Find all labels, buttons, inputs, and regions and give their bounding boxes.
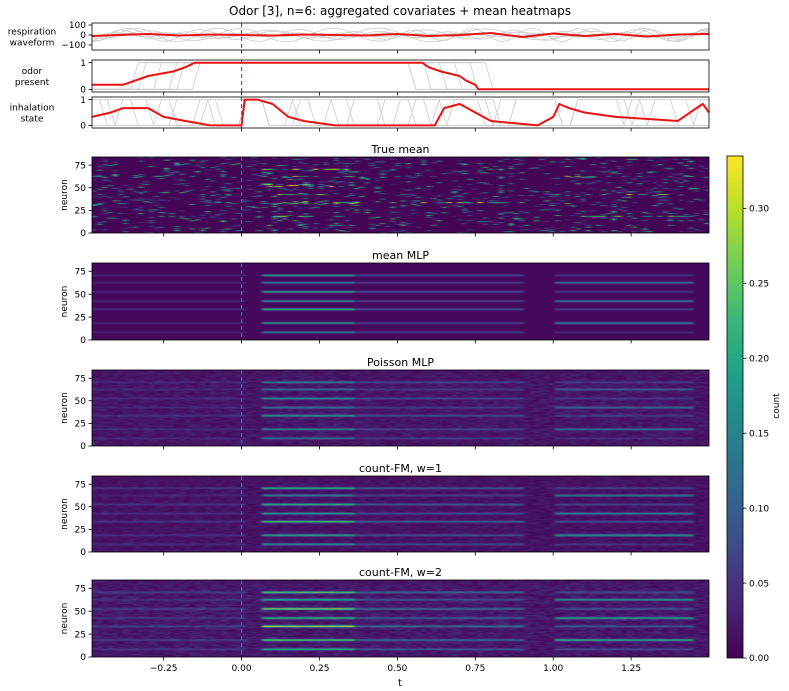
covariate-ylabel: state (21, 115, 44, 125)
y-tick-label: 50 (75, 607, 87, 617)
x-tick-label: −0.25 (150, 664, 178, 674)
y-tick-label: 25 (75, 526, 86, 536)
x-tick-label: 1.25 (621, 664, 641, 674)
colorbar-tick-label: 0.10 (749, 504, 769, 514)
heatmap-image (92, 263, 709, 340)
axes-frame (91, 156, 710, 234)
colorbar: 0.00 0.05 0.10 0.15 0.20 0.25 0.30 count (726, 155, 782, 664)
covariate-ylabel: inhalation (10, 104, 55, 114)
heatmap-ylabel: neuron (60, 392, 70, 424)
figure-title: Odor [3], n=6: aggregated covariates + m… (229, 4, 571, 18)
y-tick-label: 75 (75, 374, 86, 384)
x-tick-label: 0.25 (309, 664, 329, 674)
y-tick-label: 50 (75, 397, 87, 407)
axes-frame (91, 59, 710, 93)
y-tick-label: 0 (80, 548, 86, 558)
y-tick-label: 25 (75, 313, 86, 323)
covariate-ylabel: odor (22, 67, 43, 77)
y-tick-label: 0 (80, 442, 86, 452)
heatmap-ylabel: neuron (60, 286, 70, 318)
y-tick-label: 75 (75, 480, 86, 490)
heatmap-panel: count-FM, w=1 0 25 50 75 neuron (60, 462, 710, 558)
heatmap-ylabel: neuron (60, 498, 70, 530)
mean-trace-inhalation (91, 98, 710, 127)
colorbar-tick-label: 0.00 (749, 654, 769, 664)
axes-frame (91, 579, 710, 658)
heatmap-ylabel: neuron (60, 179, 70, 211)
x-tick-label: 0.00 (232, 664, 252, 674)
y-tick-label: 1 (80, 96, 86, 106)
y-tick-label: 75 (75, 584, 86, 594)
heatmap-panel: mean MLP 0 25 50 75 neuron (60, 249, 710, 346)
y-tick-label: 0 (80, 122, 86, 132)
y-tick-label: 25 (75, 207, 86, 217)
covariate-ylabel: respiration (8, 28, 56, 38)
heatmap-image (92, 580, 709, 657)
x-tick-label: 0.50 (387, 664, 407, 674)
trial-trace-inhalation (92, 99, 709, 126)
y-tick-label: 0 (80, 653, 86, 663)
heatmap-panel: Poisson MLP 0 25 50 75 neuron (60, 356, 710, 452)
y-tick-label: 50 (75, 503, 87, 513)
y-tick-label: 25 (75, 630, 86, 640)
colorbar-tick-label: 0.25 (749, 280, 769, 290)
y-tick-label: 0 (80, 229, 86, 239)
y-tick-label: 25 (75, 420, 86, 430)
heatmap-title: Poisson MLP (367, 356, 434, 369)
axes-frame (91, 369, 710, 447)
covariate-ylabel: waveform (10, 39, 55, 49)
y-tick-label: 100 (69, 21, 86, 31)
x-tick-label: 1.00 (543, 664, 563, 674)
heatmap-title: mean MLP (372, 249, 429, 262)
y-tick-label: 1 (80, 59, 86, 69)
heatmap-title: count-FM, w=1 (359, 462, 442, 475)
heatmap-panel: count-FM, w=2 0 25 50 75 neuron −0.25 0.00 0.25 0… (60, 566, 710, 674)
heatmap-ylabel: neuron (60, 603, 70, 635)
y-tick-label: 0 (80, 336, 86, 346)
y-tick-label: 0 (80, 86, 86, 96)
y-tick-label: 75 (75, 161, 86, 171)
y-tick-label: 50 (75, 290, 87, 300)
colorbar-tick-label: 0.15 (749, 429, 769, 439)
heatmap-image (92, 157, 709, 233)
covariate-panels: 1000−100respirationwaveform10odorpresent… (8, 21, 710, 132)
heatmap-image (92, 476, 709, 552)
colorbar-tick-label: 0.30 (749, 205, 769, 215)
axes-frame (91, 96, 710, 129)
y-tick-label: −100 (61, 41, 86, 51)
colorbar-label: count (772, 393, 782, 419)
y-tick-label: 0 (80, 31, 86, 41)
heatmap-image (92, 370, 709, 446)
heatmap-panel: True mean 0 25 50 75 neuron (60, 143, 710, 239)
colorbar-gradient-bar (727, 156, 743, 658)
axes-frame (91, 262, 710, 341)
axes-frame (91, 475, 710, 553)
y-tick-label: 75 (75, 267, 86, 277)
axes-frame (91, 22, 710, 51)
heatmap-panels: True mean 0 25 50 75 neuron mean MLP 0 25 50 75 neu… (60, 143, 710, 674)
mean-trace-odor (92, 61, 709, 91)
heatmap-title: count-FM, w=2 (359, 566, 442, 579)
colorbar-frame (726, 155, 744, 659)
colorbar-tick-label: 0.20 (749, 354, 769, 364)
mean-trace-respiration (91, 31, 710, 39)
colorbar-tick-label: 0.05 (749, 579, 769, 589)
x-tick-label: 0.75 (465, 664, 485, 674)
x-axis-label: t (398, 678, 402, 689)
covariate-ylabel: present (15, 78, 50, 88)
y-tick-label: 50 (75, 184, 87, 194)
heatmap-title: True mean (370, 143, 429, 156)
